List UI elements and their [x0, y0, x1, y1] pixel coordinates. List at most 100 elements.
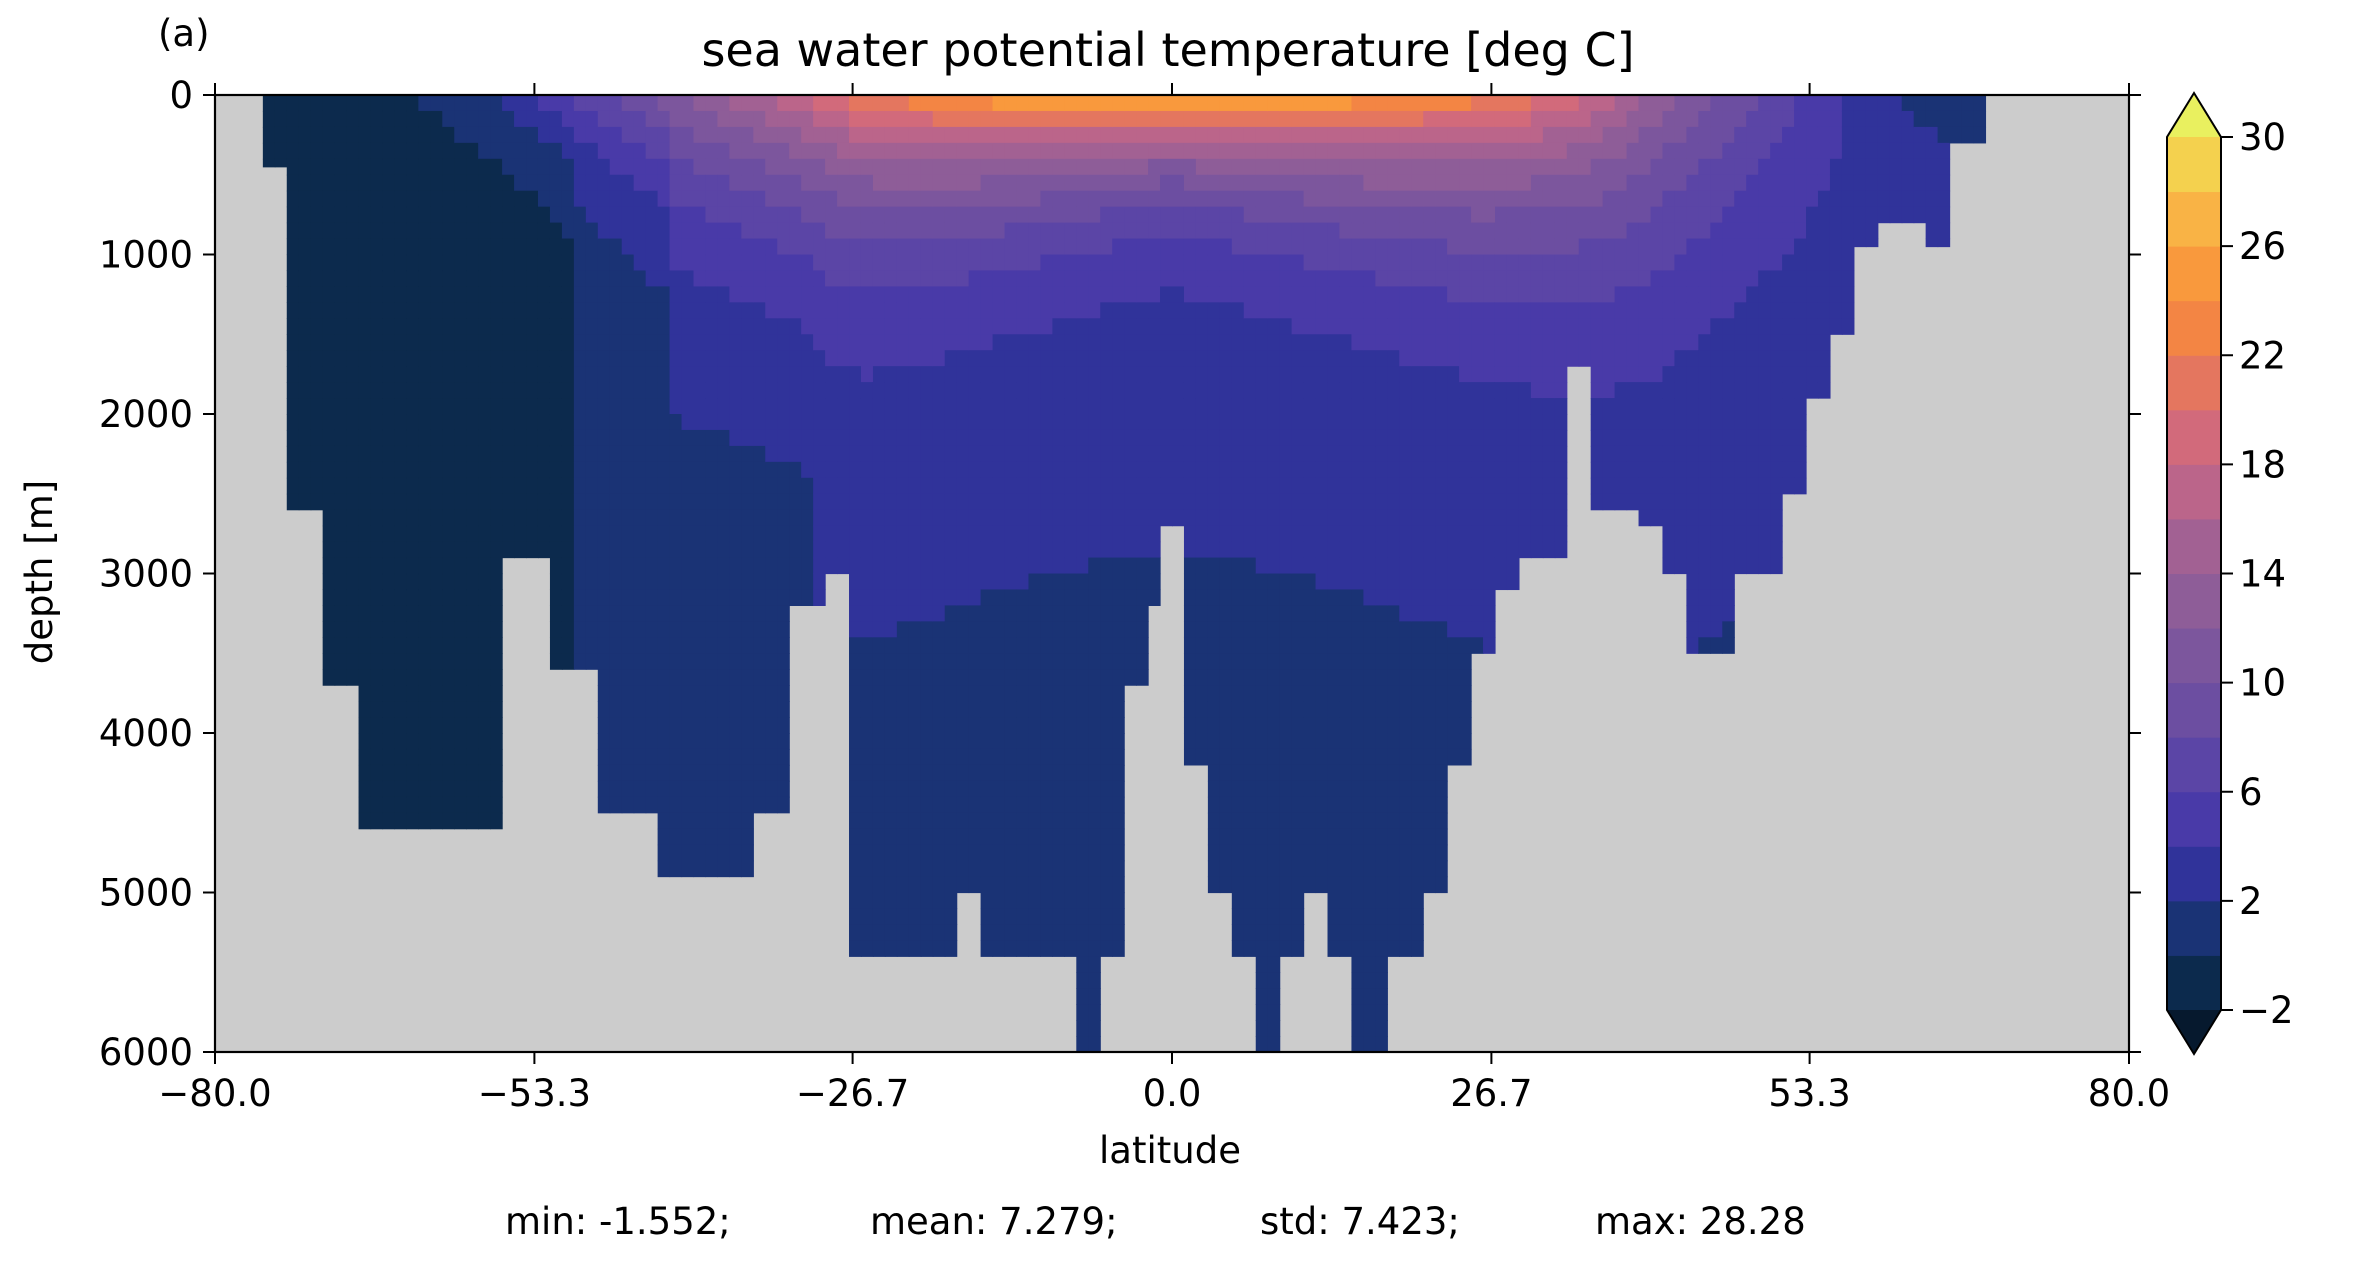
temperature-cell [1363, 398, 1376, 415]
temperature-cell [1088, 748, 1101, 766]
temperature-cell [980, 653, 994, 670]
temperature-cell [1243, 844, 1257, 862]
temperature-cell [1040, 812, 1053, 830]
temperature-cell [597, 637, 611, 654]
temperature-cell [1375, 972, 1388, 989]
temperature-cell [1064, 270, 1077, 287]
temperature-cell [1494, 382, 1508, 399]
temperature-cell [920, 940, 934, 957]
temperature-cell [777, 541, 790, 559]
temperature-cell [1136, 509, 1149, 527]
temperature-cell [1387, 270, 1400, 287]
temperature-cell [741, 828, 754, 846]
temperature-cell [1076, 621, 1089, 638]
temperature-cell [430, 461, 443, 479]
temperature-cell [968, 318, 982, 335]
temperature-cell [1088, 110, 1101, 128]
temperature-cell [1435, 844, 1448, 862]
temperature-cell [346, 350, 360, 367]
temperature-cell [1064, 653, 1077, 670]
temperature-cell [1387, 429, 1400, 447]
temperature-cell [741, 206, 754, 224]
temperature-cell [920, 477, 934, 495]
temperature-cell [514, 158, 527, 176]
temperature-cell [741, 254, 754, 272]
temperature-cell [1399, 190, 1412, 208]
temperature-cell [1351, 541, 1364, 559]
temperature-cell [1219, 685, 1233, 702]
temperature-cell [849, 493, 862, 511]
temperature-cell [1040, 541, 1053, 559]
temperature-cell [370, 158, 384, 176]
temperature-cell [1483, 270, 1496, 287]
temperature-cell [849, 398, 862, 415]
temperature-cell [1291, 589, 1305, 606]
temperature-cell [418, 254, 431, 272]
temperature-cell [1339, 126, 1353, 144]
temperature-cell [777, 238, 790, 256]
temperature-cell [1255, 637, 1269, 654]
temperature-cell [992, 142, 1006, 160]
temperature-cell [657, 206, 671, 224]
temperature-cell [693, 493, 707, 511]
temperature-cell [1339, 780, 1353, 798]
temperature-cell [860, 796, 874, 814]
temperature-cell [1339, 477, 1353, 495]
temperature-cell [514, 366, 527, 383]
temperature-cell [980, 302, 994, 319]
temperature-cell [956, 525, 970, 543]
temperature-cell [1387, 589, 1400, 606]
temperature-cell [478, 270, 491, 287]
temperature-cell [729, 142, 742, 160]
temperature-cell [262, 142, 276, 160]
temperature-cell [382, 190, 396, 208]
temperature-cell [549, 174, 563, 192]
temperature-cell [657, 764, 671, 782]
temperature-cell [1530, 254, 1544, 272]
temperature-cell [956, 334, 970, 351]
temperature-cell [1626, 222, 1640, 240]
temperature-cell [430, 429, 443, 447]
temperature-cell [1387, 445, 1400, 463]
temperature-cell [1459, 95, 1472, 112]
temperature-cell [621, 238, 635, 256]
temperature-cell [956, 254, 970, 272]
temperature-cell [992, 190, 1006, 208]
temperature-cell [334, 334, 348, 351]
temperature-cell [430, 637, 443, 654]
temperature-cell [789, 110, 802, 128]
temperature-cell [514, 190, 527, 208]
temperature-cell [1219, 669, 1233, 686]
temperature-cell [741, 238, 754, 256]
temperature-cell [1016, 589, 1030, 606]
temperature-cell [1363, 876, 1376, 894]
temperature-cell [1160, 142, 1173, 160]
temperature-cell [1291, 525, 1305, 543]
temperature-cell [382, 142, 396, 160]
temperature-cell [1363, 605, 1376, 622]
temperature-cell [681, 796, 695, 814]
temperature-cell [896, 940, 910, 957]
temperature-cell [537, 445, 551, 463]
temperature-cell [1279, 573, 1293, 591]
temperature-cell [1028, 445, 1042, 463]
temperature-cell [1375, 206, 1388, 224]
temperature-cell [681, 398, 695, 415]
temperature-cell [645, 429, 659, 447]
temperature-cell [1387, 142, 1400, 160]
temperature-cell [1351, 812, 1364, 830]
temperature-cell [669, 334, 683, 351]
temperature-cell [478, 637, 491, 654]
temperature-cell [1327, 270, 1341, 287]
temperature-cell [849, 382, 862, 399]
temperature-cell [932, 717, 946, 734]
temperature-cell [1327, 238, 1341, 256]
temperature-cell [705, 318, 719, 335]
temperature-cell [442, 95, 455, 112]
temperature-cell [920, 637, 934, 654]
temperature-cell [669, 605, 683, 622]
temperature-cell [753, 286, 766, 303]
temperature-cell [346, 414, 360, 431]
temperature-cell [537, 254, 551, 272]
temperature-cell [514, 254, 527, 272]
